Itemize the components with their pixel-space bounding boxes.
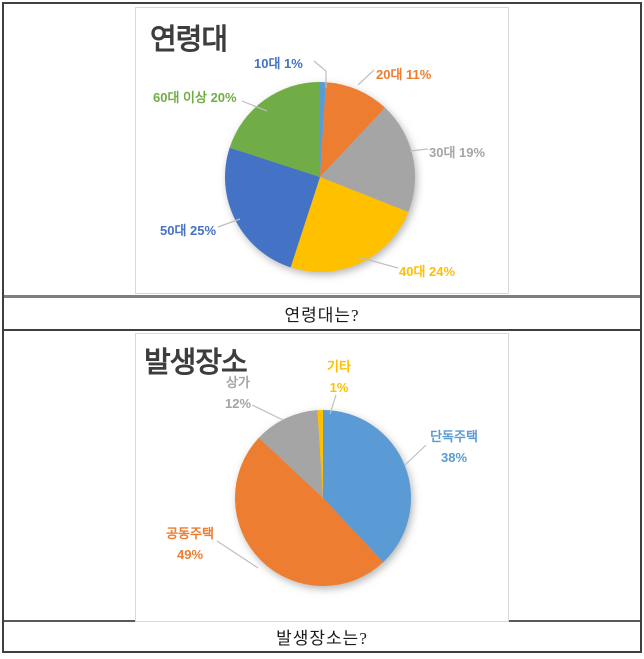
place-pie bbox=[234, 409, 412, 587]
age-label-50s: 50대 25% bbox=[160, 223, 217, 238]
age-label-60s: 60대 이상 20% bbox=[153, 90, 237, 105]
age-chart: 연령대 10대 1% 20대 11% 30대 19% 40대 24% 50대 2… bbox=[135, 7, 509, 294]
place-label-commercial-name: 상가 bbox=[226, 375, 250, 390]
pie-slice-10대 bbox=[320, 82, 326, 177]
leader-line-40s bbox=[357, 256, 399, 269]
age-label-20s: 20대 11% bbox=[376, 67, 432, 82]
place-chart-cell: 발생장소 단독주택 38% 공동주택 49% 상가 12% 기타 1% bbox=[4, 331, 640, 622]
place-caption: 발생장소는? bbox=[276, 629, 368, 648]
place-label-commercial-pct: 12% bbox=[224, 396, 252, 411]
leader-line-30s bbox=[409, 148, 429, 152]
leader-line-10s bbox=[313, 60, 327, 88]
leader-line-50s bbox=[217, 218, 241, 228]
leader-line-commercial bbox=[251, 404, 284, 421]
pie-slice-기타 bbox=[317, 409, 323, 498]
age-caption: 연령대는? bbox=[284, 306, 360, 325]
age-label-30s: 30대 19% bbox=[429, 145, 486, 160]
age-caption-cell: 연령대는? bbox=[4, 298, 640, 331]
leader-line-apartment bbox=[216, 540, 259, 569]
pie-slice-상가 bbox=[258, 410, 323, 498]
place-pie-canvas bbox=[216, 394, 427, 587]
place-label-other-pct: 1% bbox=[329, 380, 349, 395]
place-label-commercial: 상가 12% bbox=[225, 376, 251, 411]
pie-slice-30대 bbox=[320, 107, 415, 212]
age-pie-canvas bbox=[217, 60, 429, 273]
place-label-other-name: 기타 bbox=[327, 359, 351, 374]
place-label-apartment-name: 공동주택 bbox=[166, 526, 214, 541]
place-label-detached: 단독주택 38% bbox=[430, 430, 478, 465]
pie-slice-50대 bbox=[224, 147, 320, 268]
leader-line-other bbox=[329, 394, 337, 415]
place-chart-title: 발생장소 bbox=[144, 347, 248, 379]
age-pie bbox=[224, 82, 415, 273]
place-label-other: 기타 1% bbox=[327, 360, 351, 395]
leader-line-detached bbox=[404, 444, 427, 466]
pie-slice-단독주택 bbox=[323, 410, 412, 563]
leader-line-60s bbox=[241, 100, 268, 112]
age-label-40s: 40대 24% bbox=[399, 264, 456, 279]
age-chart-title: 연령대 bbox=[150, 24, 228, 56]
place-label-apartment-pct: 49% bbox=[176, 547, 204, 562]
pie-slice-40대 bbox=[290, 177, 409, 273]
place-label-apartment: 공동주택 49% bbox=[166, 527, 214, 562]
pie-slice-20대 bbox=[320, 82, 386, 177]
pie-slice-60대 이상 bbox=[229, 82, 320, 177]
place-chart: 발생장소 단독주택 38% 공동주택 49% 상가 12% 기타 1% bbox=[135, 333, 509, 622]
row-separator bbox=[4, 295, 640, 298]
leader-line-20s bbox=[357, 69, 375, 86]
age-chart-cell: 연령대 10대 1% 20대 11% 30대 19% 40대 24% 50대 2… bbox=[4, 4, 640, 295]
age-label-10s: 10대 1% bbox=[254, 56, 303, 71]
place-label-detached-name: 단독주택 bbox=[430, 429, 478, 444]
place-caption-cell: 발생장소는? bbox=[4, 622, 640, 651]
place-label-detached-pct: 38% bbox=[440, 450, 468, 465]
pie-slice-공동주택 bbox=[234, 437, 384, 587]
